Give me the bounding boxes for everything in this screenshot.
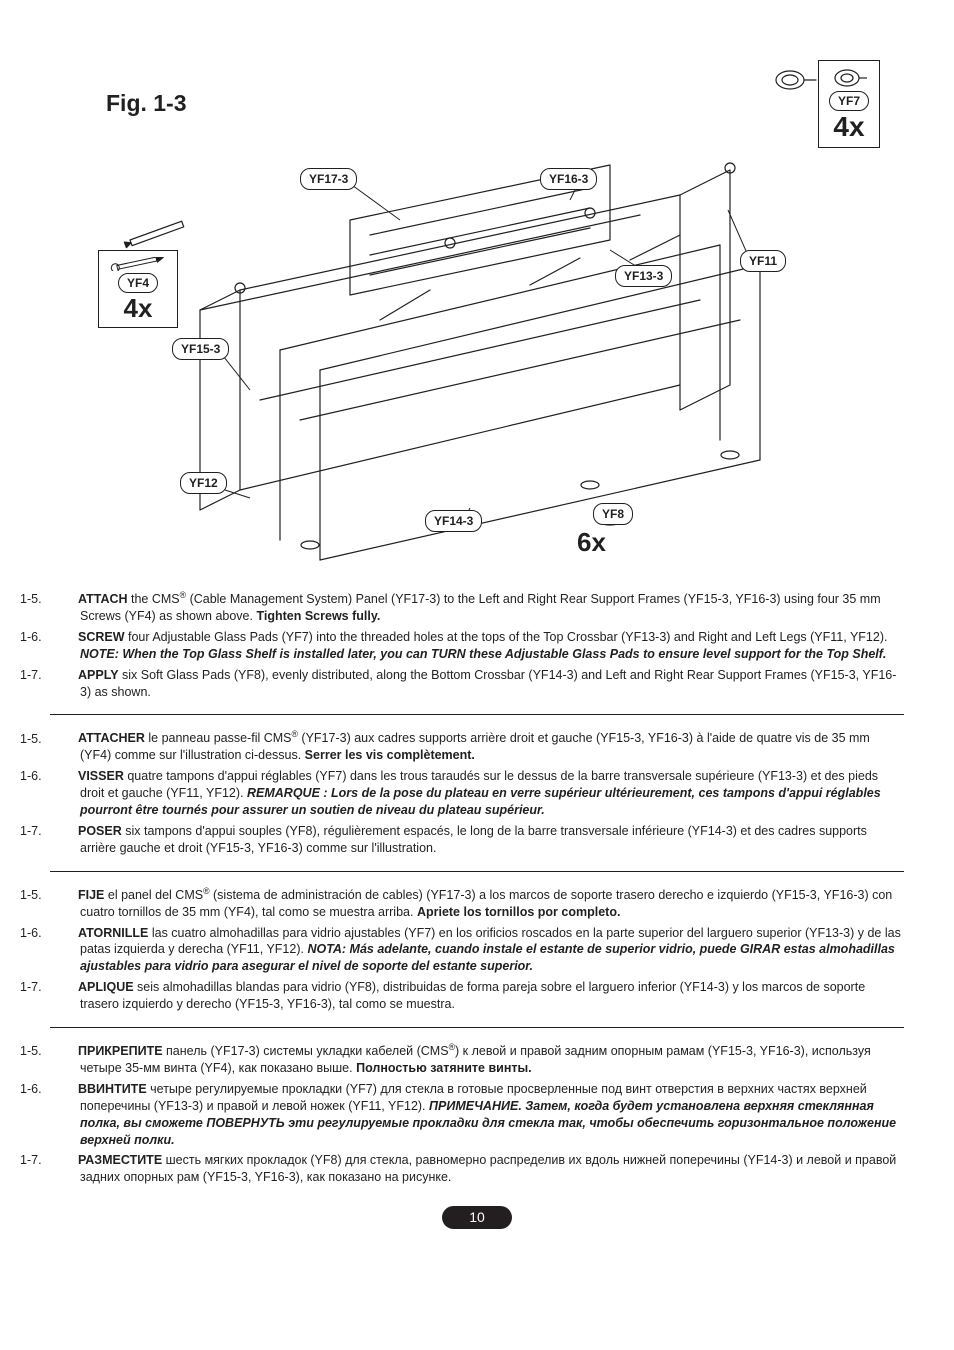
en-step-1-5: 1-5.ATTACH the CMS® (Cable Management Sy… — [50, 590, 904, 625]
diagram-svg — [50, 40, 904, 570]
es-step-1-7: 1-7.APLIQUE seis almohadillas blandas pa… — [50, 979, 904, 1013]
instructions-fr: 1-5.ATTACHER le panneau passe-fil CMS® (… — [50, 729, 904, 856]
separator — [50, 1027, 904, 1028]
qty-yf4-label: YF4 — [118, 273, 158, 293]
qty-yf4-count: 4x — [109, 295, 167, 321]
qty-box-yf7: YF7 4x — [818, 60, 880, 148]
ru-step-1-7: 1-7.РАЗМЕСТИТЕ шесть мягких прокладок (Y… — [50, 1152, 904, 1186]
en-step-1-7: 1-7.APPLY six Soft Glass Pads (YF8), eve… — [50, 667, 904, 701]
ru-step-1-6: 1-6.ВВИНТИТЕ четыре регулируемые проклад… — [50, 1081, 904, 1149]
fr-step-1-5: 1-5.ATTACHER le panneau passe-fil CMS® (… — [50, 729, 904, 764]
page-number: 10 — [442, 1206, 512, 1229]
separator — [50, 871, 904, 872]
separator — [50, 714, 904, 715]
fr-step-1-6: 1-6.VISSER quatre tampons d'appui réglab… — [50, 768, 904, 819]
instructions-ru: 1-5.ПРИКРЕПИТЕ панель (YF17-3) системы у… — [50, 1042, 904, 1186]
callout-yf15-3: YF15-3 — [172, 338, 229, 360]
callout-yf13-3: YF13-3 — [615, 265, 672, 287]
ru-step-1-5: 1-5.ПРИКРЕПИТЕ панель (YF17-3) системы у… — [50, 1042, 904, 1077]
instructions-es: 1-5.FIJE el panel del CMS® (sistema de a… — [50, 886, 904, 1013]
callout-yf12: YF12 — [180, 472, 227, 494]
qty-yf7-count: 4x — [829, 113, 869, 141]
assembly-diagram: Fig. 1-3 — [50, 40, 904, 570]
callout-yf14-3: YF14-3 — [425, 510, 482, 532]
es-step-1-6: 1-6.ATORNILLE las cuatro almohadillas pa… — [50, 925, 904, 976]
en-step-1-6: 1-6.SCREW four Adjustable Glass Pads (YF… — [50, 629, 904, 663]
callout-yf16-3: YF16-3 — [540, 168, 597, 190]
qty-yf8-count: 6x — [577, 525, 606, 560]
figure-title: Fig. 1-3 — [106, 88, 187, 119]
callout-yf17-3: YF17-3 — [300, 168, 357, 190]
callout-yf8: YF8 — [593, 503, 633, 525]
qty-yf7-label: YF7 — [829, 91, 869, 111]
fr-step-1-7: 1-7.POSER six tampons d'appui souples (Y… — [50, 823, 904, 857]
instructions-en: 1-5.ATTACH the CMS® (Cable Management Sy… — [50, 590, 904, 700]
callout-yf11: YF11 — [740, 250, 786, 272]
es-step-1-5: 1-5.FIJE el panel del CMS® (sistema de a… — [50, 886, 904, 921]
qty-box-yf4: YF4 4x — [98, 250, 178, 328]
